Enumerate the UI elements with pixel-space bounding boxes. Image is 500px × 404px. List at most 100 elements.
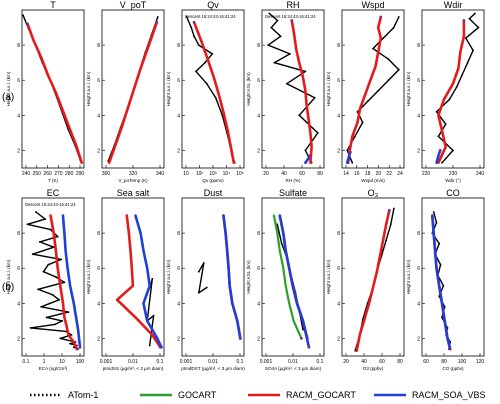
x-tick-label-ec-3: 100	[76, 359, 85, 365]
data-point-wspd-atom-1-10	[372, 47, 374, 50]
data-point-ec-atom-1-7	[31, 253, 34, 256]
y-tick-label-sea-salt-3: 8	[97, 231, 100, 237]
series-line-wdir-racm-soa-vbs	[435, 149, 442, 164]
legend: ATom-1 GOCART RACM_GOCART RACM_SOA_VBS	[30, 390, 486, 400]
y-tick-label-wdir-3: 8	[417, 43, 420, 49]
y-axis-label-dust: Height a.s.l. (km)	[166, 259, 171, 294]
data-point-ec-atom-1-11	[55, 276, 57, 278]
x-tick-label-o-3: 80	[397, 359, 403, 365]
y-tick-label-v-pot-2: 6	[97, 78, 100, 84]
y-tick-label-wspd-2: 6	[337, 78, 340, 84]
data-point-qv-atom-1-5	[205, 82, 208, 85]
data-point-rh-atom-1-6	[304, 70, 307, 73]
data-point-rh-atom-1-9	[267, 44, 270, 46]
data-point-ec-atom-1-15	[58, 298, 60, 301]
data-point-o-atom-1-9	[393, 207, 395, 210]
end-marker-wspd-racm-soa-vbs	[348, 150, 352, 154]
x-tick-label-wspd-5: 24	[397, 171, 403, 177]
panel-title-co: CO	[446, 188, 460, 198]
x-tick-label-v-pot-0: 300	[102, 171, 111, 177]
descent-label-qv: Descent 16:24:43-16:41:24	[185, 14, 236, 19]
plot-frame-dust	[181, 197, 245, 357]
panel-title-qv: Qv	[207, 0, 219, 10]
data-point-ec-atom-1-9	[47, 263, 50, 266]
x-tick-label-wdir-2: 240	[476, 171, 485, 177]
data-point-ec-atom-1-3	[49, 228, 52, 231]
x-tick-label-dust-0: 0.001	[180, 359, 193, 365]
data-point-ec-atom-1-12	[63, 281, 66, 284]
end-marker-sea-salt-racm-soa-vbs	[160, 345, 163, 349]
panel-title-dust: Dust	[204, 188, 223, 198]
panel-title-ec: EC	[47, 188, 60, 198]
y-tick-label-wdir-2: 6	[417, 78, 420, 84]
x-tick-label-o-1: 40	[361, 359, 367, 365]
x-axis-label-o: O3 (ppbv)	[363, 366, 384, 371]
data-point-ec-atom-1-18	[45, 316, 48, 319]
data-point-wdir-atom-1-2	[437, 135, 440, 138]
series-line-ec-racm-gocart	[49, 214, 79, 351]
data-point-co-atom-1-1	[435, 221, 438, 224]
series-line-sulfate-racm-soa-vbs	[278, 214, 311, 349]
series-line-dust-atom-1	[198, 262, 208, 294]
data-point-wdir-atom-1-13	[474, 12, 476, 15]
series-line-sulfate-gocart	[272, 214, 303, 340]
y-axis-label-wspd: Height a.s.l. (km)	[326, 71, 331, 106]
data-point-qv-atom-1-10	[193, 35, 196, 38]
x-tick-label-ec-0: 0.1	[23, 359, 30, 365]
x-axis-label-sulfate: SO4A (µg/m³, < 3 µm diam)	[265, 366, 322, 371]
data-point-qv-atom-1-6	[195, 70, 197, 73]
data-point-wdir-atom-1-3	[444, 123, 447, 125]
x-tick-label-ec-1: 1	[43, 359, 46, 365]
data-point-sulfate-atom-1-1	[280, 242, 283, 245]
panel-rh: RH Descent 16:24:43-16:41:24 2 4 6 8 20 40 60 80 R…	[246, 0, 325, 183]
y-tick-label-o-3: 8	[337, 231, 340, 237]
series-line-wdir-racm-gocart	[437, 19, 466, 164]
x-tick-label-sulfate-0: 0.001	[260, 359, 273, 365]
panel-title-wdir: Wdir	[444, 0, 463, 10]
data-point-sea-salt-atom-1-4	[148, 344, 151, 347]
data-point-rh-atom-1-1	[304, 149, 307, 152]
y-tick-label-qv-2: 6	[177, 78, 180, 84]
data-point-wdir-atom-1-9	[472, 49, 474, 52]
data-point-ec-atom-1-10	[42, 270, 45, 273]
y-tick-label-qv-3: 8	[177, 43, 180, 49]
data-point-ec-atom-1-5	[38, 241, 41, 243]
data-point-sulfate-atom-1-6	[302, 328, 304, 331]
y-tick-label-qv-1: 4	[177, 113, 180, 119]
y-axis-label-t: Height a.s.l. (km)	[6, 71, 11, 106]
x-tick-label-qv-4: 10⁵	[236, 171, 244, 177]
data-point-wspd-atom-1-12	[392, 26, 395, 29]
data-point-rh-atom-1-13	[268, 12, 271, 15]
series-line-wdir-atom-1	[435, 12, 480, 164]
panel-title-t: T	[50, 0, 56, 10]
end-marker-qv-racm-gocart	[192, 20, 196, 24]
end-marker-ec-racm-gocart	[75, 347, 79, 351]
series-line-wspd-racm-soa-vbs	[345, 150, 352, 164]
data-point-qv-atom-1-11	[190, 26, 193, 29]
data-point-rh-atom-1-2	[316, 132, 319, 134]
data-point-wspd-atom-1-0	[351, 161, 354, 164]
data-point-ec-atom-1-28	[72, 346, 75, 349]
plot-frame-sulfate	[261, 197, 325, 357]
series-line-sea-salt-racm-soa-vbs	[134, 214, 163, 349]
x-axis-label-t: T (K)	[48, 178, 59, 183]
x-tick-label-qv-1: 10²	[196, 171, 204, 177]
end-marker-ec-racm-soa-vbs	[78, 345, 82, 349]
panel-wdir: Wdir 2 4 6 8 220 230 240 Wdir (°) Height a.s.l. (…	[406, 0, 485, 183]
series-line-rh-racm-gocart	[290, 19, 313, 164]
data-point-wspd-atom-1-1	[346, 149, 349, 152]
y-axis-label-sea-salt: Height a.s.l. (km)	[86, 259, 91, 294]
data-point-rh-atom-1-3	[298, 114, 301, 117]
x-tick-label-co-3: 120	[476, 359, 485, 365]
data-point-co-atom-1-5	[439, 263, 442, 266]
y-tick-label-t-2: 6	[17, 78, 20, 84]
x-axis-label-ec: ECA (ng/Cm³)	[39, 366, 68, 371]
data-point-ec-atom-1-16	[40, 305, 43, 308]
end-marker-sulfate-racm-soa-vbs	[307, 345, 311, 349]
x-axis-label-wdir: Wdir (°)	[445, 178, 461, 183]
end-marker-wdir-racm-gocart	[462, 19, 466, 22]
series-line-sea-salt-racm-gocart	[115, 214, 162, 349]
legend-label-racm-soa-vbs: RACM_SOA_VBS	[412, 390, 486, 400]
series-line-t-racm-gocart	[26, 22, 83, 164]
